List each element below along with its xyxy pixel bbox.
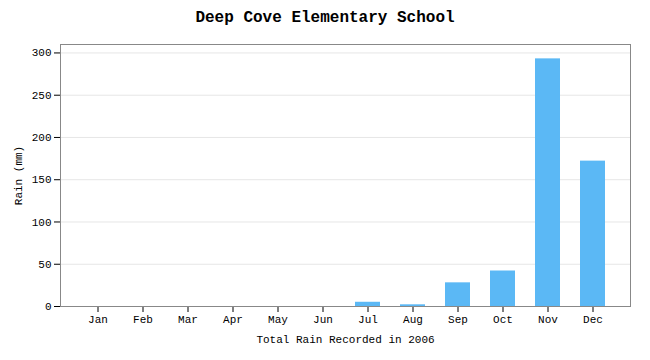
svg-text:300: 300 <box>32 47 52 59</box>
svg-text:Aug: Aug <box>403 314 423 326</box>
svg-text:Jan: Jan <box>88 314 108 326</box>
html-text:Deep Cove Elementary School: Deep Cove Elementary School <box>195 9 455 27</box>
svg-text:Feb: Feb <box>133 314 153 326</box>
svg-text:Dec: Dec <box>583 314 603 326</box>
svg-text:100: 100 <box>32 217 52 229</box>
svg-text:50: 50 <box>38 259 51 271</box>
svg-text:Mar: Mar <box>178 314 198 326</box>
svg-text:Nov: Nov <box>538 314 558 326</box>
svg-text:0: 0 <box>45 301 52 313</box>
svg-text:Jun: Jun <box>313 314 333 326</box>
svg-text:Apr: Apr <box>223 314 243 326</box>
svg-text:150: 150 <box>32 174 52 186</box>
svg-text:Jul: Jul <box>358 314 378 326</box>
svg-text:250: 250 <box>32 90 52 102</box>
svg-text:Rain (mm): Rain (mm) <box>13 146 25 205</box>
svg-text:Oct: Oct <box>493 314 513 326</box>
svg-text:200: 200 <box>32 132 52 144</box>
svg-text:May: May <box>268 314 288 326</box>
svg-text:Sep: Sep <box>448 314 468 326</box>
svg-text:Total Rain Recorded in 2006: Total Rain Recorded in 2006 <box>256 334 434 346</box>
